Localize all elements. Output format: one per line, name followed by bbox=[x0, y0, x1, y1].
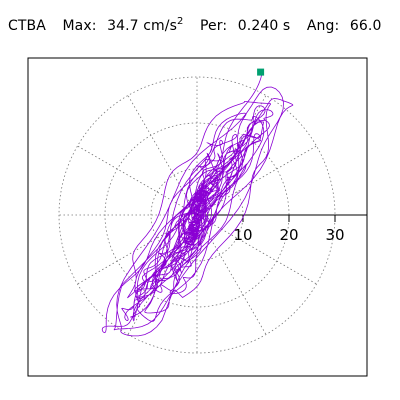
grid-spoke-300 bbox=[196, 214, 267, 335]
chart-title: CTBA Max: 34.7 cm/s2 Per: 0.240 s Ang: 6… bbox=[8, 16, 400, 38]
max-exponent: 2 bbox=[176, 16, 184, 27]
tick-label-2: 20 bbox=[279, 226, 298, 244]
max-label: Max: bbox=[62, 18, 97, 34]
plot-frame bbox=[27, 57, 368, 377]
radial-ticks: 10 20 30 bbox=[233, 215, 345, 244]
tick-label-1: 10 bbox=[233, 226, 252, 244]
max-value: 34.7 cm/s bbox=[107, 18, 177, 34]
grid-spoke-60 bbox=[196, 95, 267, 216]
particle-motion-trace bbox=[101, 72, 294, 337]
peak-marker bbox=[257, 68, 265, 76]
ang-value: 66.0 bbox=[349, 18, 382, 34]
ang-label: Ang: bbox=[306, 18, 340, 34]
grid-spoke-210 bbox=[77, 214, 198, 285]
station-name: CTBA bbox=[8, 18, 46, 34]
grid-spoke-330 bbox=[196, 214, 317, 285]
per-value: 0.240 s bbox=[237, 18, 291, 34]
grid-spoke-120 bbox=[127, 95, 198, 216]
tick-label-3: 30 bbox=[325, 226, 344, 244]
grid-spoke-150 bbox=[77, 145, 198, 216]
grid-spoke-30 bbox=[196, 145, 317, 216]
per-label: Per: bbox=[200, 18, 228, 34]
